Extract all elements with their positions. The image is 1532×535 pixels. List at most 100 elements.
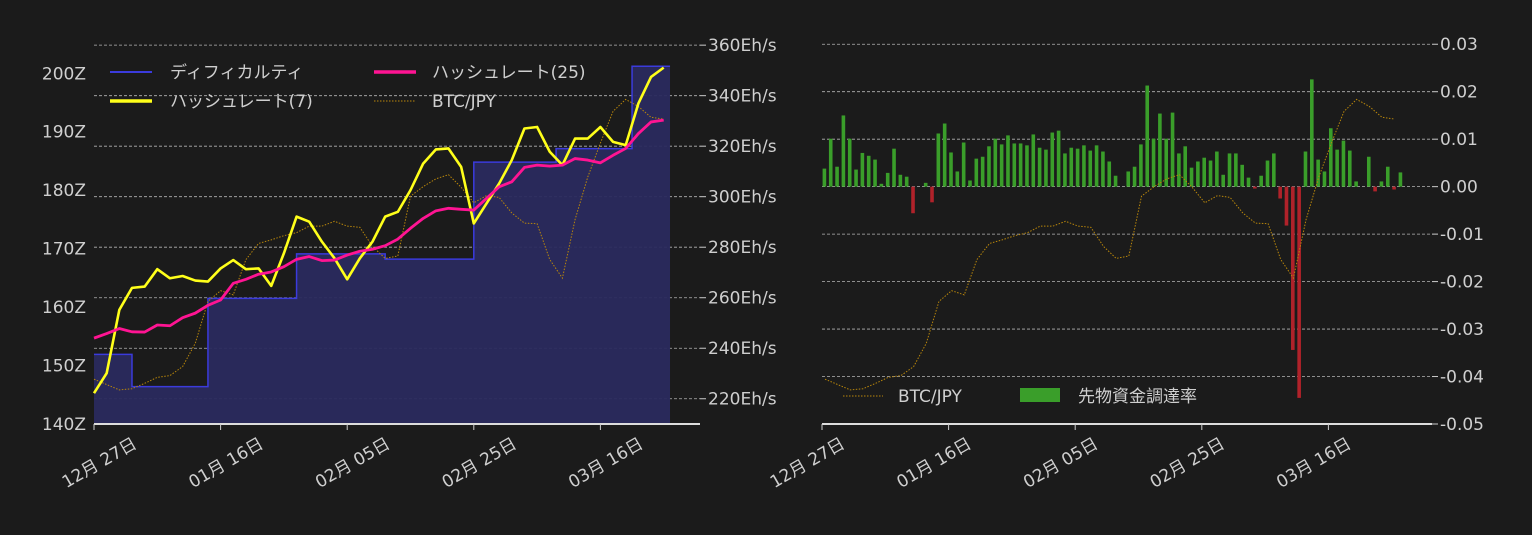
funding-bar <box>999 144 1004 187</box>
funding-bar <box>1246 177 1251 187</box>
funding-bar <box>1385 166 1390 187</box>
funding-bar <box>1101 151 1105 187</box>
funding-bar <box>1094 145 1099 187</box>
y-tick-label-funding: 0.03 <box>1440 35 1478 55</box>
y-tick-label-difficulty: 190Z <box>42 123 86 143</box>
funding-bar <box>1215 151 1219 187</box>
funding-bar <box>904 176 909 187</box>
btc-line <box>93 98 664 391</box>
funding-bar <box>1056 130 1061 187</box>
funding-bar <box>1170 112 1175 187</box>
funding-bar <box>1196 161 1200 187</box>
funding-bar <box>1272 153 1276 187</box>
funding-bar <box>1025 145 1029 187</box>
funding-bar <box>854 169 858 187</box>
funding-bar <box>1347 150 1352 187</box>
funding-bar <box>1069 147 1074 187</box>
legend-label-hashrate7: ハッシュレート(7) <box>170 92 313 112</box>
funding-bar <box>974 158 979 187</box>
funding-bar <box>885 172 890 187</box>
funding-bar <box>1398 172 1403 187</box>
left-plot-area <box>92 65 671 425</box>
y-tick-label-hashrate: 340Eh/s <box>708 87 777 107</box>
hashrate7-line <box>92 66 665 394</box>
funding-bar <box>1366 156 1371 187</box>
funding-bar <box>1208 160 1213 187</box>
funding-bar <box>828 138 833 187</box>
y-tick-label-funding: 0.00 <box>1440 178 1478 198</box>
funding-bar <box>1006 135 1010 187</box>
funding-bar <box>1183 146 1188 187</box>
right-y-axis-hashrate: 220Eh/s 240Eh/s 260Eh/s 280Eh/s 300Eh/s 320Eh… <box>700 36 777 410</box>
y-tick-label-funding: -0.02 <box>1440 273 1484 293</box>
y-tick-label-hashrate: 260Eh/s <box>708 289 777 309</box>
right-plot-area <box>822 79 1403 398</box>
funding-bar <box>936 133 941 187</box>
legend-label-difficulty: ディフィカルティ <box>170 62 303 83</box>
y-tick-label-difficulty: 200Z <box>42 64 86 84</box>
funding-bar <box>1063 153 1067 187</box>
funding-bar <box>930 186 934 203</box>
y-tick-label-difficulty: 150Z <box>42 357 86 377</box>
y-tick-label-hashrate: 280Eh/s <box>708 238 777 258</box>
funding-bar <box>1139 144 1143 187</box>
y-tick-label-hashrate: 240Eh/s <box>708 339 777 359</box>
funding-bar <box>1088 150 1093 187</box>
funding-bar <box>866 155 871 187</box>
y-tick-label-funding: 0.01 <box>1440 130 1478 150</box>
funding-bar <box>1234 153 1238 187</box>
funding-bar <box>847 138 852 187</box>
y-tick-label-difficulty: 140Z <box>42 415 86 435</box>
funding-bar <box>961 142 966 187</box>
funding-bar <box>1284 186 1289 226</box>
y-tick-label-difficulty: 170Z <box>42 240 86 260</box>
funding-bar <box>860 152 865 187</box>
funding-bar <box>980 156 985 187</box>
funding-bar <box>835 166 839 187</box>
y-tick-label-funding: -0.04 <box>1440 368 1484 388</box>
funding-bar <box>968 180 972 187</box>
funding-bar <box>1291 186 1295 350</box>
funding-bar <box>1202 157 1206 187</box>
funding-bar <box>1253 186 1257 189</box>
funding-bar <box>1082 145 1086 187</box>
legend-swatch-funding <box>1020 388 1060 402</box>
y-tick-label-hashrate: 300Eh/s <box>708 188 777 208</box>
funding-bar <box>942 123 947 187</box>
funding-bar <box>1037 147 1042 187</box>
funding-bar <box>1322 171 1327 187</box>
funding-bar <box>1303 151 1308 187</box>
funding-bar <box>923 182 928 187</box>
funding-bar <box>1373 186 1377 192</box>
funding-bar <box>822 168 827 187</box>
y-tick-label-funding: -0.03 <box>1440 320 1484 340</box>
funding-bar <box>1335 149 1339 187</box>
funding-bar <box>873 159 877 187</box>
funding-bar <box>911 186 915 214</box>
funding-bar <box>1392 186 1396 190</box>
legend-label-funding: 先物資金調達率 <box>1078 387 1197 407</box>
funding-bar <box>993 138 998 187</box>
funding-bar <box>1126 171 1131 187</box>
funding-bar <box>1107 161 1112 187</box>
funding-bar <box>1297 186 1301 398</box>
funding-bar <box>1227 153 1232 187</box>
funding-bar <box>898 174 903 187</box>
funding-bar <box>1151 138 1156 187</box>
funding-bar <box>1018 143 1023 187</box>
funding-bar <box>1189 167 1194 187</box>
left-legend: ディフィカルティ ハッシュレート(25) ハッシュレート(7) BTC/JPY <box>110 62 586 112</box>
funding-bar <box>1278 186 1282 199</box>
funding-bar <box>1341 140 1346 187</box>
funding-bar <box>1265 160 1270 187</box>
funding-bar <box>1075 148 1080 187</box>
funding-bar <box>1354 181 1358 187</box>
right-chart-y-axis: -0.05 -0.04 -0.03 -0.02 -0.01 0.00 0.01 0.02 0.0… <box>1432 35 1484 435</box>
funding-bar <box>1310 79 1314 187</box>
funding-bar <box>1050 132 1055 187</box>
difficulty-area <box>94 66 671 425</box>
left-y-axis-difficulty: 140Z 150Z 160Z 170Z 180Z 190Z 200Z <box>42 64 86 435</box>
y-tick-label-funding: -0.01 <box>1440 225 1484 245</box>
funding-bar <box>1132 166 1137 187</box>
